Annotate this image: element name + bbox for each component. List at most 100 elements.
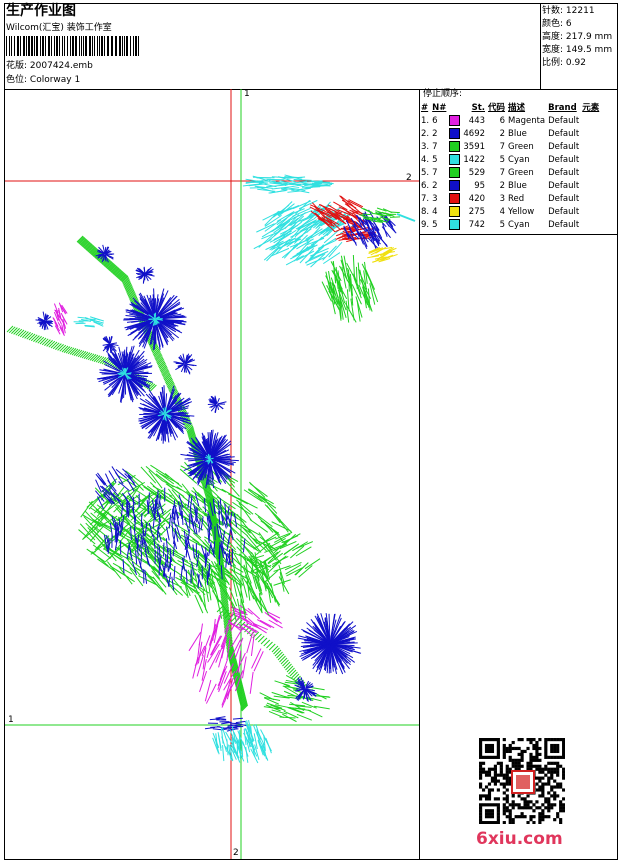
col-brand: Brand [548,103,577,113]
color-swatch-box [449,179,461,191]
embroidery-design [5,89,419,859]
row-brand: Default [548,206,580,217]
color-swatch-box [449,166,461,178]
color-swatch [449,140,463,153]
barcode [6,36,139,56]
guide-label-v-top: 1 [244,89,250,99]
row-element [582,140,602,153]
row-index: 1. [421,115,430,126]
row-code: 7 [499,141,506,152]
row-needle: 5 [432,219,438,230]
software-name: Wilcom(汇宝) 装饰工作室 [6,23,112,33]
row-description: Blue [508,180,527,191]
row-stitches: 95 [474,180,486,191]
row-needle: 7 [432,167,438,178]
row-description: Green [508,167,534,178]
stat-stitches: 针数: 12211 [542,6,595,16]
guide-label-h-left: 1 [8,715,14,725]
row-stitches: 4692 [463,128,486,139]
row-index: 8. [421,206,430,217]
row-element [582,192,602,205]
row-code: 2 [499,128,506,139]
color-swatch [449,114,463,127]
row-description: Yellow [508,206,535,217]
row-needle: 7 [432,141,438,152]
right-panel [419,89,618,860]
watermark-logo: 6xiu.com [476,829,563,849]
row-element [582,218,602,231]
row-description: Cyan [508,154,530,165]
row-stitches: 742 [468,219,486,230]
row-element [582,127,602,140]
row-brand: Default [548,128,580,139]
row-code: 3 [499,193,506,204]
color-swatch-box [449,218,461,230]
col-swatch [449,102,463,114]
row-code: 7 [499,167,506,178]
sequence-row: 3. 7 3591 7 Green Default [421,140,602,153]
row-stitches: 3591 [463,141,486,152]
stat-width: 宽度: 149.5 mm [542,45,613,55]
stop-sequence-table: # N# St. 代码 描述 Brand 元素 1. 6 443 6 Magenta De… [421,102,602,231]
sequence-row: 1. 6 443 6 Magenta Default [421,114,602,127]
sequence-row: 8. 4 275 4 Yellow Default [421,205,602,218]
col-element: 元素 [582,103,600,113]
row-needle: 4 [432,206,438,217]
color-swatch [449,153,463,166]
stop-sequence-title: 停止顺序: [423,89,463,99]
row-index: 7. [421,193,430,204]
row-needle: 2 [432,128,438,139]
design-file: 花版: 2007424.emb [6,61,93,71]
color-swatch [449,205,463,218]
row-stitches: 275 [468,206,486,217]
color-swatch-box [449,205,461,217]
row-description: Magenta [508,115,546,126]
row-brand: Default [548,180,580,191]
row-needle: 6 [432,115,438,126]
col-index: # [421,103,429,113]
row-brand: Default [548,219,580,230]
color-swatch-box [449,140,461,152]
row-brand: Default [548,115,580,126]
stat-colors: 颜色: 6 [542,19,572,29]
row-element [582,166,602,179]
color-swatch [449,127,463,140]
row-description: Red [508,193,525,204]
row-brand: Default [548,141,580,152]
row-code: 6 [499,115,506,126]
color-swatch [449,179,463,192]
header-divider [4,3,618,90]
sequence-row: 6. 2 95 2 Blue Default [421,179,602,192]
color-swatch-box [449,192,461,204]
row-brand: Default [548,167,580,178]
sequence-row: 4. 5 1422 5 Cyan Default [421,153,602,166]
row-index: 4. [421,154,430,165]
row-stitches: 1422 [463,154,486,165]
stat-scale: 比例: 0.92 [542,58,586,68]
guide-label-h-right: 2 [406,173,412,183]
row-brand: Default [548,193,580,204]
stat-height: 高度: 217.9 mm [542,32,613,42]
sequence-row: 9. 5 742 5 Cyan Default [421,218,602,231]
color-swatch [449,192,463,205]
row-index: 3. [421,141,430,152]
col-code: 代码 [488,103,506,113]
row-element [582,153,602,166]
row-code: 5 [499,219,506,230]
row-element [582,179,602,192]
sequence-panel-bottom [419,89,618,235]
row-index: 6. [421,180,430,191]
color-swatch-box [449,127,461,139]
row-description: Blue [508,128,527,139]
color-swatch [449,166,463,179]
row-index: 2. [421,128,430,139]
row-index: 9. [421,219,430,230]
row-code: 5 [499,154,506,165]
row-needle: 2 [432,180,438,191]
color-swatch [449,218,463,231]
sequence-row: 2. 2 4692 2 Blue Default [421,127,602,140]
color-swatch-box [449,114,461,126]
row-code: 4 [499,206,506,217]
row-code: 2 [499,180,506,191]
row-index: 5. [421,167,430,178]
